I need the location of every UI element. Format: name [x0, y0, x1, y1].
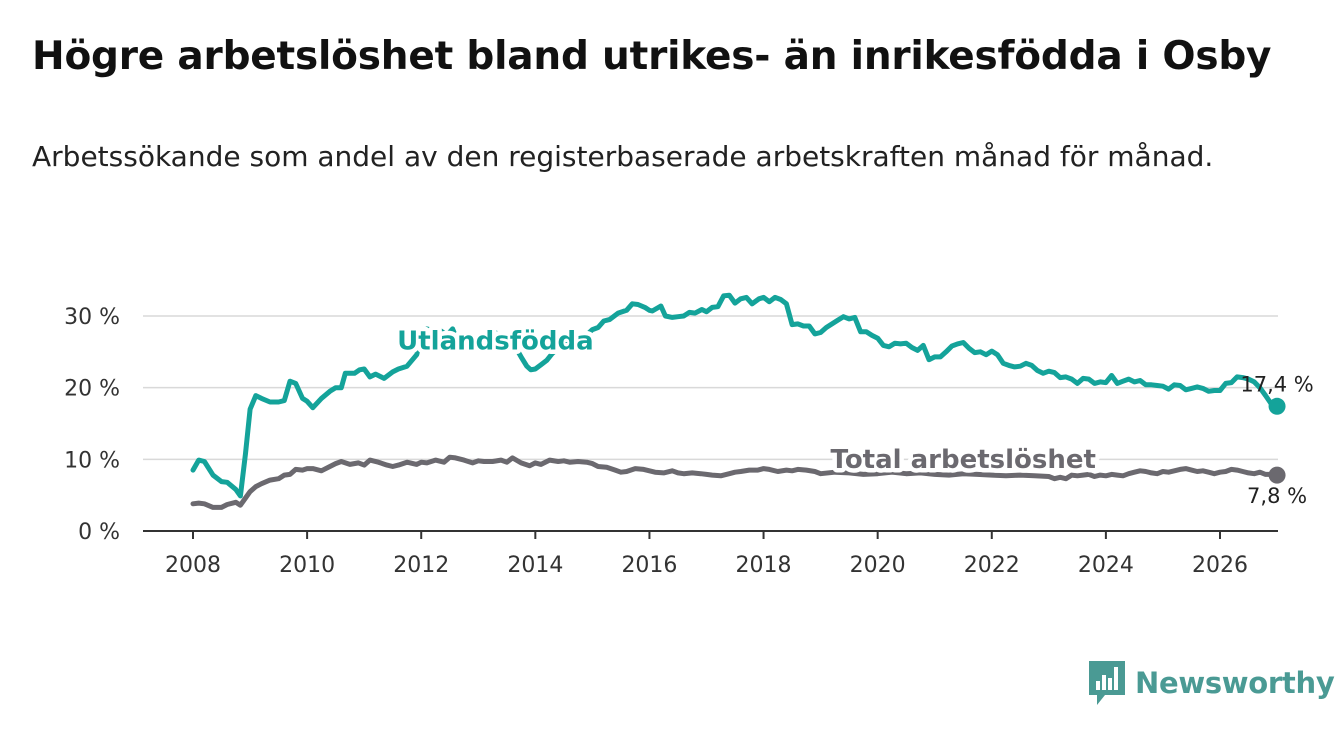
x-tick-label: 2008 [165, 553, 221, 578]
x-tick-labels: 2008 2010 2012 2014 2016 2018 2020 2022 2024 2026 [165, 553, 1248, 578]
newsworthy-brand[interactable]: Newsworthy [1089, 661, 1335, 705]
y-grid [143, 315, 1278, 461]
newsworthy-logo-icon [1089, 661, 1125, 705]
series-label-halo: Utlandsfödda [397, 327, 594, 357]
y-tick-label: 0 % [78, 520, 120, 545]
newsworthy-wordmark: Newsworthy [1135, 666, 1335, 700]
end-value-label: 17,4 % [1240, 372, 1313, 396]
x-tick-label: 2022 [964, 553, 1020, 578]
series-label: Total arbetslöshet [831, 445, 1096, 475]
x-tick-label: 2024 [1078, 553, 1134, 578]
x-tick-label: 2018 [736, 553, 792, 578]
y-tick-label: 20 % [64, 377, 120, 402]
x-axis [143, 530, 1278, 539]
series-line-utlandsf-dda [190, 292, 1280, 499]
series-label: Utlandsfödda [397, 327, 594, 357]
end-point-marker [1268, 466, 1286, 484]
y-tick-labels: 0 % 10 % 20 % 30 % [64, 305, 120, 545]
y-tick-label: 30 % [64, 305, 120, 330]
series-lines [190, 292, 1280, 510]
end-point-marker [1268, 397, 1286, 415]
x-tick-label: 2014 [507, 553, 563, 578]
x-tick-label: 2010 [279, 553, 335, 578]
y-tick-label: 10 % [64, 448, 120, 473]
end-markers: 17,4 % 7,8 % [1240, 372, 1313, 508]
x-tick-label: 2026 [1192, 553, 1248, 578]
series-label-halo: Total arbetslöshet [831, 445, 1096, 475]
end-value-label: 7,8 % [1247, 484, 1307, 508]
series-line-total-arbetsl-shet [190, 454, 1280, 510]
x-tick-label: 2020 [850, 553, 906, 578]
chart-subtitle: Arbetssökande som andel av den registerb… [32, 140, 1214, 173]
chart-title: Högre arbetslöshet bland utrikes- än inr… [32, 34, 1272, 79]
x-tick-label: 2012 [393, 553, 449, 578]
x-tick-label: 2016 [621, 553, 677, 578]
